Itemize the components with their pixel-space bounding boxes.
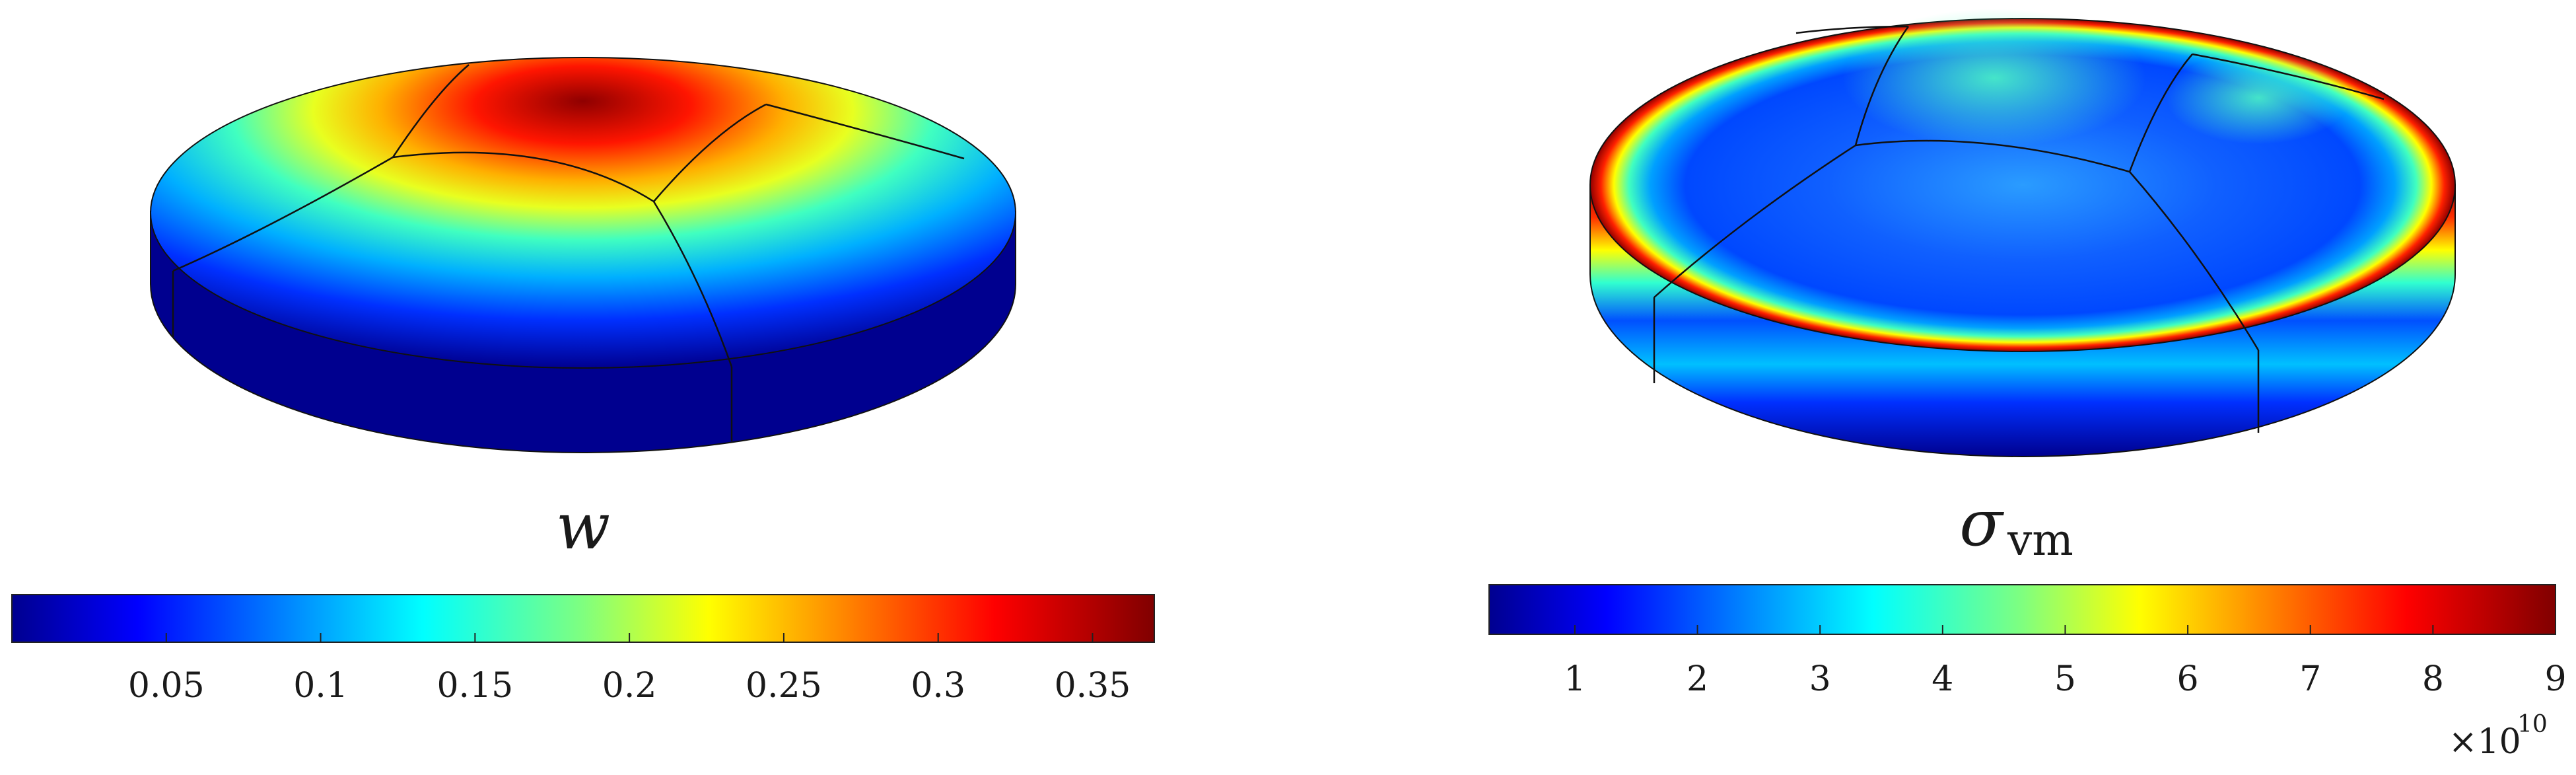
colorbar-tick-label: 0.2 bbox=[602, 666, 657, 706]
panel-title-sigma-vm: σ vm bbox=[1959, 486, 2073, 566]
svg-text:×10: ×10 bbox=[2449, 722, 2521, 762]
colorbar-tick-label: 8 bbox=[2422, 659, 2444, 699]
stress-disk-plot bbox=[1589, 9, 2456, 457]
surface-highlight bbox=[1842, 9, 2146, 147]
svg-text:10: 10 bbox=[2517, 711, 2548, 738]
mesh-lines bbox=[1653, 25, 2385, 433]
colorbar-tick-label: 0.05 bbox=[128, 666, 205, 706]
colorbar-tick-label: 0.35 bbox=[1055, 666, 1131, 706]
disk-top-surface bbox=[150, 57, 1016, 369]
svg-text:σ: σ bbox=[1959, 486, 2004, 560]
colorbar-tick-label: 0.1 bbox=[293, 666, 348, 706]
colorbar-tick-label: 6 bbox=[2177, 659, 2199, 699]
colorbar-tick-label: 0.25 bbox=[746, 666, 822, 706]
colorbar-tick-label: 0.15 bbox=[436, 666, 513, 706]
colorbar-gradient bbox=[1488, 584, 2556, 635]
colorbar-tick-label: 4 bbox=[1932, 659, 1953, 699]
colorbar-multiplier: ×10 10 bbox=[2449, 711, 2548, 762]
colorbar-tick-label: 5 bbox=[2054, 659, 2076, 699]
displacement-disk-plot bbox=[150, 57, 1016, 453]
surface-highlight bbox=[2166, 52, 2351, 144]
colorbar-tick-label: 3 bbox=[1809, 659, 1831, 699]
colorbar-tick-label: 7 bbox=[2299, 659, 2321, 699]
colorbar-w: 0.05 0.1 0.15 0.2 0.25 0.3 0.35 bbox=[11, 594, 1155, 706]
colorbar-gradient bbox=[11, 594, 1155, 643]
colorbar-tick-label: 9 bbox=[2544, 659, 2566, 699]
mesh-lines bbox=[172, 64, 965, 441]
colorbar-tick-label: 0.3 bbox=[911, 666, 965, 706]
colorbar-tick-label: 2 bbox=[1687, 659, 1708, 699]
colorbar-tick-label: 1 bbox=[1564, 659, 1585, 699]
colorbar-ticks: 1 2 3 4 5 6 7 8 9 bbox=[1564, 625, 2567, 699]
colorbar-sigma-vm: 1 2 3 4 5 6 7 8 9 ×10 10 bbox=[1488, 584, 2567, 762]
colorbar-ticks: 0.05 0.1 0.15 0.2 0.25 0.3 0.35 bbox=[128, 633, 1131, 706]
panel-title-w: w bbox=[556, 490, 610, 564]
svg-text:vm: vm bbox=[2007, 515, 2073, 566]
